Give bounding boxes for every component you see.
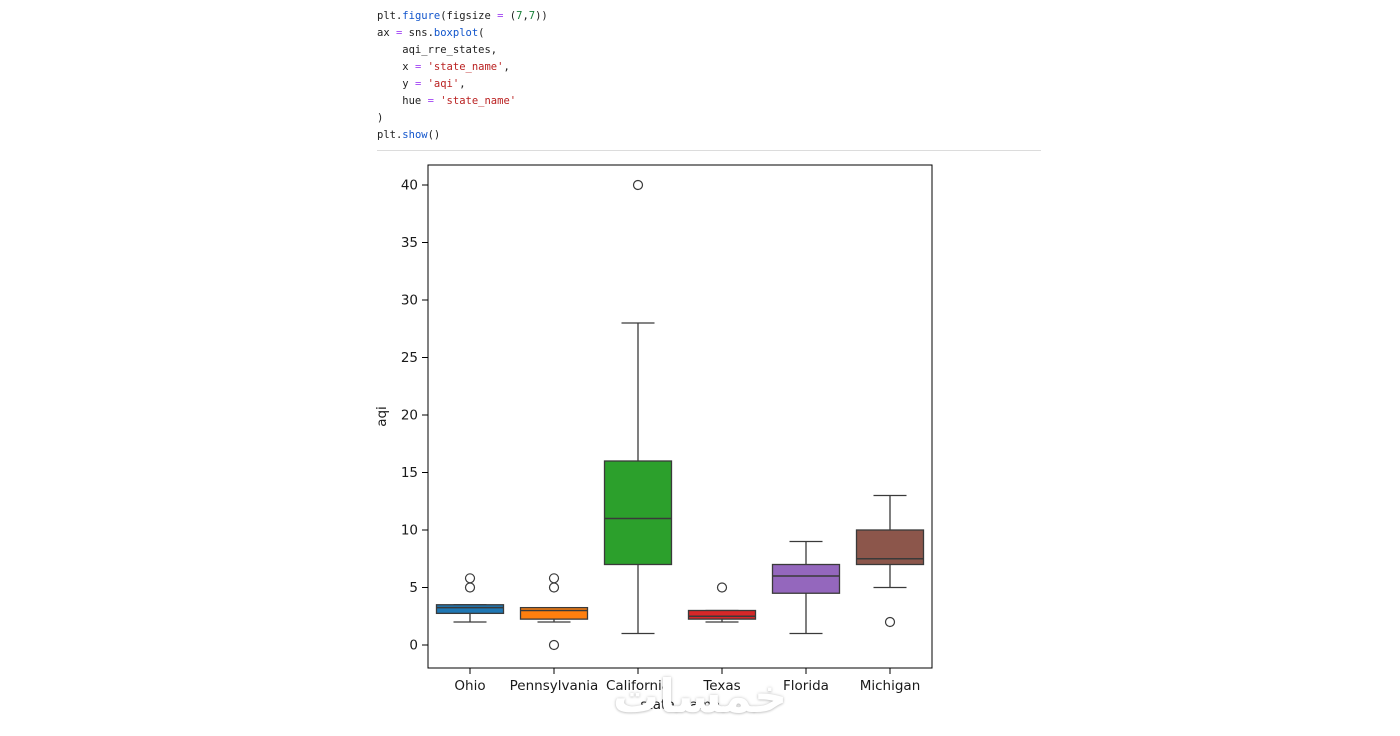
code-line: ) (377, 110, 548, 127)
code-token-plain: hue (377, 95, 428, 107)
boxplot-chart: 0 5 10 15 20 25 30 35 40 Ohio Pennsylvania Californ… (374, 164, 933, 713)
code-token-plain: )) (535, 10, 548, 22)
code-token-plain: () (427, 129, 441, 141)
x-axis-label: state_name (640, 697, 719, 713)
code-token-plain: ax (377, 27, 396, 39)
box-pennsylvania (519, 606, 589, 620)
code-token-op: = (497, 10, 504, 22)
box-ohio (435, 604, 505, 615)
code-line: plt.show() (377, 127, 548, 144)
code-token-plain: , (503, 61, 510, 73)
code-token-plain: plt. (377, 129, 403, 141)
code-token-func: show (402, 129, 428, 141)
y-tick-label: 35 (401, 235, 418, 251)
y-axis-label: aqi (374, 406, 390, 427)
outlier-marker (632, 179, 644, 191)
code-token-plain: , (522, 10, 529, 22)
code-token-num: 7 (516, 10, 523, 22)
y-tick-label: 10 (401, 523, 418, 539)
code-token-plain: ) (377, 112, 384, 124)
plot-frame (427, 164, 933, 669)
outlier-marker (464, 573, 476, 584)
box-florida (771, 563, 841, 594)
code-token-num: 7 (528, 10, 536, 22)
y-tick-label: 20 (401, 408, 418, 424)
code-token-op: = (427, 95, 434, 107)
box-california (603, 460, 673, 566)
x-tick-label: Michigan (860, 678, 921, 694)
y-tick-label: 25 (401, 350, 418, 366)
code-token-str: 'aqi' (427, 78, 460, 90)
box-texas (687, 609, 757, 620)
code-token-op: = (414, 61, 422, 73)
x-tick-label: Florida (783, 678, 829, 694)
code-line: hue = 'state_name' (377, 93, 548, 110)
outlier-marker (548, 639, 560, 651)
code-token-plain: ( (503, 10, 517, 22)
code-token-op: = (395, 27, 403, 39)
y-tick-label: 30 (401, 293, 418, 309)
code-token-plain: (figsize (440, 10, 498, 22)
outlier-marker (548, 582, 560, 593)
cell-divider (377, 150, 1041, 151)
x-tick-label: Pennsylvania (510, 678, 599, 694)
outlier-marker (884, 616, 896, 628)
code-token-plain: x (377, 61, 415, 73)
x-tick-label: California (606, 678, 670, 694)
code-token-op: = (414, 78, 422, 90)
code-line: y = 'aqi', (377, 76, 548, 93)
x-tick-label: Ohio (454, 678, 485, 694)
outlier-marker (464, 582, 476, 593)
outlier-marker (716, 582, 728, 593)
outlier-marker (548, 573, 560, 584)
y-tick-label: 0 (409, 638, 418, 654)
code-line: plt.figure(figsize = (7,7)) (377, 8, 548, 25)
code-token-str: 'state_name' (440, 95, 517, 107)
y-tick-label: 5 (409, 580, 418, 596)
code-token-plain: aqi_rre_states, (377, 44, 498, 56)
y-tick-label: 15 (401, 465, 418, 481)
x-tick-label: Texas (702, 678, 740, 694)
code-token-func: boxplot (433, 27, 479, 39)
code-token-str: 'state_name' (427, 61, 504, 73)
y-tick-label: 40 (401, 178, 418, 194)
code-line: ax = sns.boxplot( (377, 25, 548, 42)
code-token-plain: ( (478, 27, 485, 39)
code-cell[interactable]: plt.figure(figsize = (7,7)) ax = sns.boxp… (377, 8, 548, 144)
code-token-plain: y (377, 78, 415, 90)
code-token-func: figure (402, 10, 441, 22)
code-token-plain: sns. (402, 27, 434, 39)
code-line: x = 'state_name', (377, 59, 548, 76)
code-token-plain: , (459, 78, 466, 90)
code-line: aqi_rre_states, (377, 42, 548, 59)
code-token-plain: plt. (377, 10, 403, 22)
